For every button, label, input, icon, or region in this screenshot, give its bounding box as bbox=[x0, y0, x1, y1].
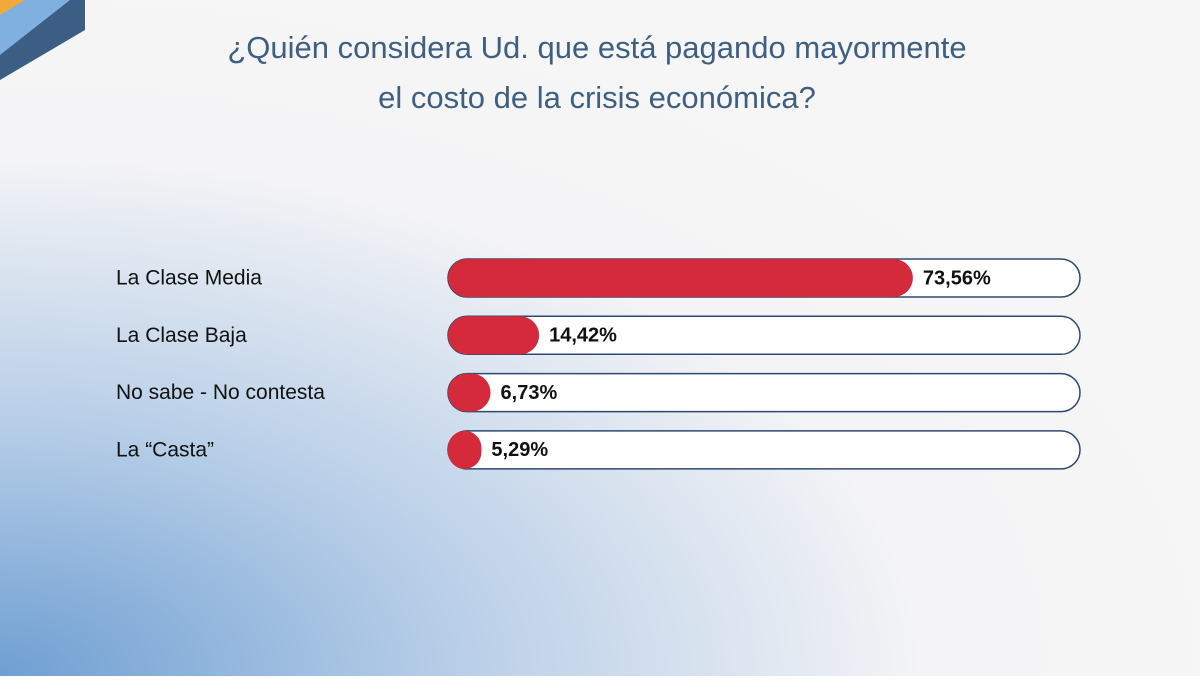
category-label: No sabe - No contesta bbox=[116, 381, 325, 404]
bar bbox=[448, 373, 491, 412]
corner-decoration bbox=[0, 0, 25, 15]
value-label: 14,42% bbox=[549, 325, 617, 347]
chart-title: ¿Quién considera Ud. que está pagando ma… bbox=[227, 30, 966, 65]
chart-title: el costo de la crisis económica? bbox=[378, 80, 816, 115]
category-label: La “Casta” bbox=[116, 438, 214, 461]
category-label: La Clase Baja bbox=[116, 324, 247, 347]
bar bbox=[448, 316, 540, 355]
category-label: La Clase Media bbox=[116, 267, 262, 290]
bar-track bbox=[447, 315, 1081, 356]
value-label: 5,29% bbox=[491, 439, 548, 461]
bar bbox=[448, 430, 482, 469]
bar bbox=[448, 259, 913, 297]
value-label: 6,73% bbox=[501, 382, 558, 404]
corner-decoration bbox=[0, 0, 70, 55]
value-label: 73,56% bbox=[923, 267, 991, 289]
